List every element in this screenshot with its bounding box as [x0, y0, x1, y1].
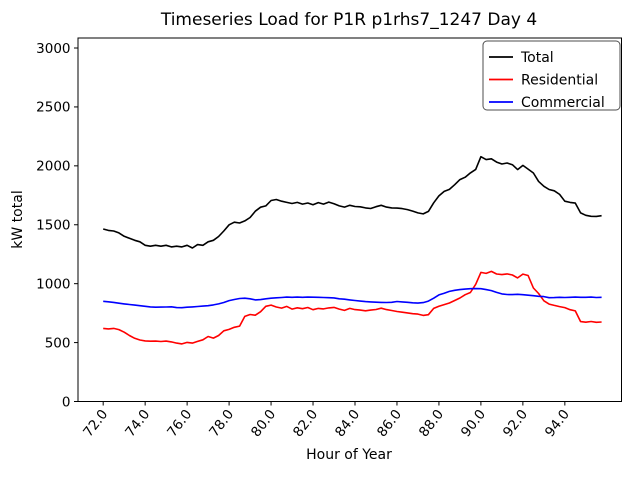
x-tick-label: 94.0	[542, 407, 573, 441]
x-tick-label: 80.0	[248, 407, 279, 441]
x-tick-label: 86.0	[374, 407, 405, 441]
x-tick-label: 88.0	[416, 407, 447, 441]
series-line-0	[102, 155, 602, 249]
y-axis-ticks: 0 500 1000 1500 2000 2500 3000	[36, 41, 78, 410]
x-tick-label: 76.0	[164, 407, 195, 441]
x-tick-label: 90.0	[458, 407, 489, 441]
y-tick-label: 2000	[36, 159, 70, 175]
legend-entry-commercial: Commercial	[489, 95, 605, 111]
series-lines	[102, 155, 602, 345]
x-axis-ticks: 72.0 74.0 76.0 78.0 80.0 82.0 84.0 86.0 88.0 90.0…	[80, 401, 573, 441]
y-tick-label: 1000	[36, 276, 70, 292]
x-tick-label: 74.0	[122, 407, 153, 441]
chart-title: Timeseries Load for P1R p1rhs7_1247 Day …	[160, 10, 537, 30]
x-tick-label: 82.0	[290, 407, 321, 441]
x-tick-label: 92.0	[500, 407, 531, 441]
legend-entry-residential: Residential	[489, 73, 598, 89]
legend-entry-total: Total	[489, 50, 554, 66]
legend: Total Residential Commercial	[482, 40, 621, 111]
y-tick-label: 0	[62, 394, 71, 410]
x-tick-label: 72.0	[80, 407, 111, 441]
x-axis-label: Hour of Year	[306, 447, 392, 463]
y-tick-label: 1500	[36, 218, 70, 234]
y-axis-label: kW total	[10, 190, 26, 248]
series-line-1	[103, 270, 602, 345]
y-tick-label: 3000	[36, 41, 70, 57]
x-tick-label: 78.0	[206, 407, 237, 441]
x-tick-label: 84.0	[332, 407, 363, 441]
legend-label-total: Total	[520, 50, 554, 66]
legend-box	[482, 40, 621, 111]
legend-label-residential: Residential	[521, 73, 598, 89]
legend-label-commercial: Commercial	[521, 95, 605, 111]
y-tick-label: 500	[45, 335, 71, 351]
y-tick-label: 2500	[36, 100, 70, 116]
series-line-2	[103, 287, 602, 309]
